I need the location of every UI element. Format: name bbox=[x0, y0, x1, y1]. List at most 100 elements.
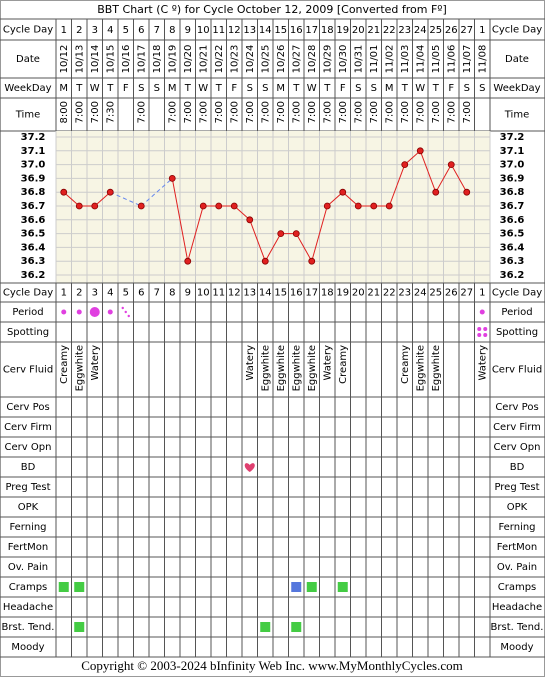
row-label: FertMon bbox=[497, 542, 537, 553]
row-label: Date bbox=[505, 54, 529, 65]
row-label: Period bbox=[501, 307, 532, 318]
spot bbox=[477, 333, 482, 337]
cycle-day: 23 bbox=[398, 25, 411, 36]
row-label: Cramps bbox=[498, 582, 537, 593]
cell-text: Eggwhite bbox=[291, 345, 302, 391]
y-tick-label: 37.1 bbox=[500, 146, 525, 157]
row-label: Moody bbox=[500, 642, 533, 653]
y-tick-label: 37.2 bbox=[500, 132, 525, 143]
time: 7:00 bbox=[167, 101, 178, 123]
date: 11/04 bbox=[415, 45, 426, 74]
row-label: Cycle Day bbox=[492, 288, 542, 299]
cell-text: Creamy bbox=[59, 345, 70, 384]
row-label: Moody bbox=[11, 642, 44, 653]
row-label: Ferning bbox=[498, 522, 535, 533]
period-dot bbox=[76, 309, 82, 315]
weekday: M bbox=[168, 83, 177, 94]
date: 10/29 bbox=[322, 45, 333, 74]
weekday: T bbox=[292, 83, 300, 94]
weekday: M bbox=[385, 83, 394, 94]
cycle-day: 16 bbox=[290, 25, 303, 36]
spot bbox=[477, 327, 482, 331]
cycle-day: 10 bbox=[197, 288, 210, 299]
y-tick-label: 36.2 bbox=[21, 270, 46, 281]
cycle-day: 27 bbox=[460, 288, 473, 299]
y-tick-label: 36.3 bbox=[21, 256, 46, 267]
time: 7:00 bbox=[415, 101, 426, 123]
period-dot bbox=[107, 309, 113, 315]
weekday: S bbox=[262, 83, 268, 94]
weekday: F bbox=[448, 83, 454, 94]
row-label: Brst. Tend. bbox=[491, 622, 544, 633]
row-label: Headache bbox=[3, 602, 53, 613]
temp-point bbox=[292, 230, 300, 238]
time: 7:00 bbox=[260, 101, 271, 123]
weekday: S bbox=[479, 83, 485, 94]
y-tick-label: 36.3 bbox=[500, 256, 525, 267]
weekday: W bbox=[198, 83, 208, 94]
period-dot bbox=[61, 309, 67, 315]
cell-text: Eggwhite bbox=[307, 345, 318, 391]
cycle-day: 19 bbox=[336, 25, 349, 36]
row-label: Spotting bbox=[7, 327, 49, 338]
date: 10/12 bbox=[59, 45, 70, 74]
temp-point bbox=[215, 202, 223, 210]
marker bbox=[260, 622, 271, 632]
weekday: T bbox=[323, 83, 331, 94]
row-label: Ov. Pain bbox=[8, 562, 48, 573]
temp-point bbox=[246, 216, 254, 224]
row-label: Time bbox=[15, 110, 40, 121]
time: 7:00 bbox=[353, 101, 364, 123]
row-label: BD bbox=[21, 462, 36, 473]
row-label: Cerv Fluid bbox=[3, 365, 53, 376]
cycle-day: 22 bbox=[383, 25, 396, 36]
cycle-day: 18 bbox=[321, 25, 334, 36]
temp-point bbox=[447, 161, 455, 169]
cycle-day: 24 bbox=[414, 288, 427, 299]
cycle-day: 17 bbox=[305, 288, 318, 299]
weekday: S bbox=[138, 83, 144, 94]
time: 7:00 bbox=[400, 101, 411, 123]
cycle-day: 9 bbox=[185, 288, 191, 299]
time: 7:00 bbox=[136, 101, 147, 123]
date: 10/16 bbox=[121, 45, 132, 74]
cycle-day: 16 bbox=[290, 288, 303, 299]
date: 11/07 bbox=[462, 45, 473, 74]
temp-point bbox=[323, 202, 331, 210]
cycle-day: 8 bbox=[169, 288, 175, 299]
heart bbox=[244, 463, 255, 472]
date: 10/30 bbox=[338, 45, 349, 74]
date: 10/22 bbox=[214, 45, 225, 74]
weekday: S bbox=[247, 83, 253, 94]
temp-point bbox=[168, 174, 176, 182]
y-tick-label: 36.9 bbox=[500, 173, 525, 184]
cycle-day: 4 bbox=[107, 25, 113, 36]
temp-point bbox=[432, 188, 440, 196]
row-label: Cerv Opn bbox=[494, 442, 541, 453]
cycle-day: 26 bbox=[445, 288, 458, 299]
cell-text: Creamy bbox=[338, 345, 349, 384]
weekday: T bbox=[432, 83, 440, 94]
row-label: Ov. Pain bbox=[497, 562, 537, 573]
cycle-day: 14 bbox=[259, 25, 272, 36]
row-label: Headache bbox=[492, 602, 542, 613]
cycle-day: 27 bbox=[460, 25, 473, 36]
cell-text: Watery bbox=[90, 345, 101, 381]
cycle-day: 25 bbox=[429, 288, 442, 299]
cycle-day: 2 bbox=[76, 288, 82, 299]
date: 11/03 bbox=[400, 45, 411, 74]
temp-point bbox=[463, 188, 471, 196]
cycle-day: 5 bbox=[123, 288, 129, 299]
row-label: Period bbox=[12, 307, 43, 318]
date: 10/28 bbox=[307, 45, 318, 74]
weekday: F bbox=[123, 83, 129, 94]
temp-point bbox=[339, 188, 347, 196]
time: 7:00 bbox=[214, 101, 225, 123]
y-tick-label: 36.7 bbox=[500, 201, 525, 212]
date: 10/26 bbox=[276, 45, 287, 74]
temp-point bbox=[199, 202, 207, 210]
temp-point bbox=[401, 161, 409, 169]
temp-point bbox=[277, 230, 285, 238]
cycle-day: 1 bbox=[61, 288, 67, 299]
